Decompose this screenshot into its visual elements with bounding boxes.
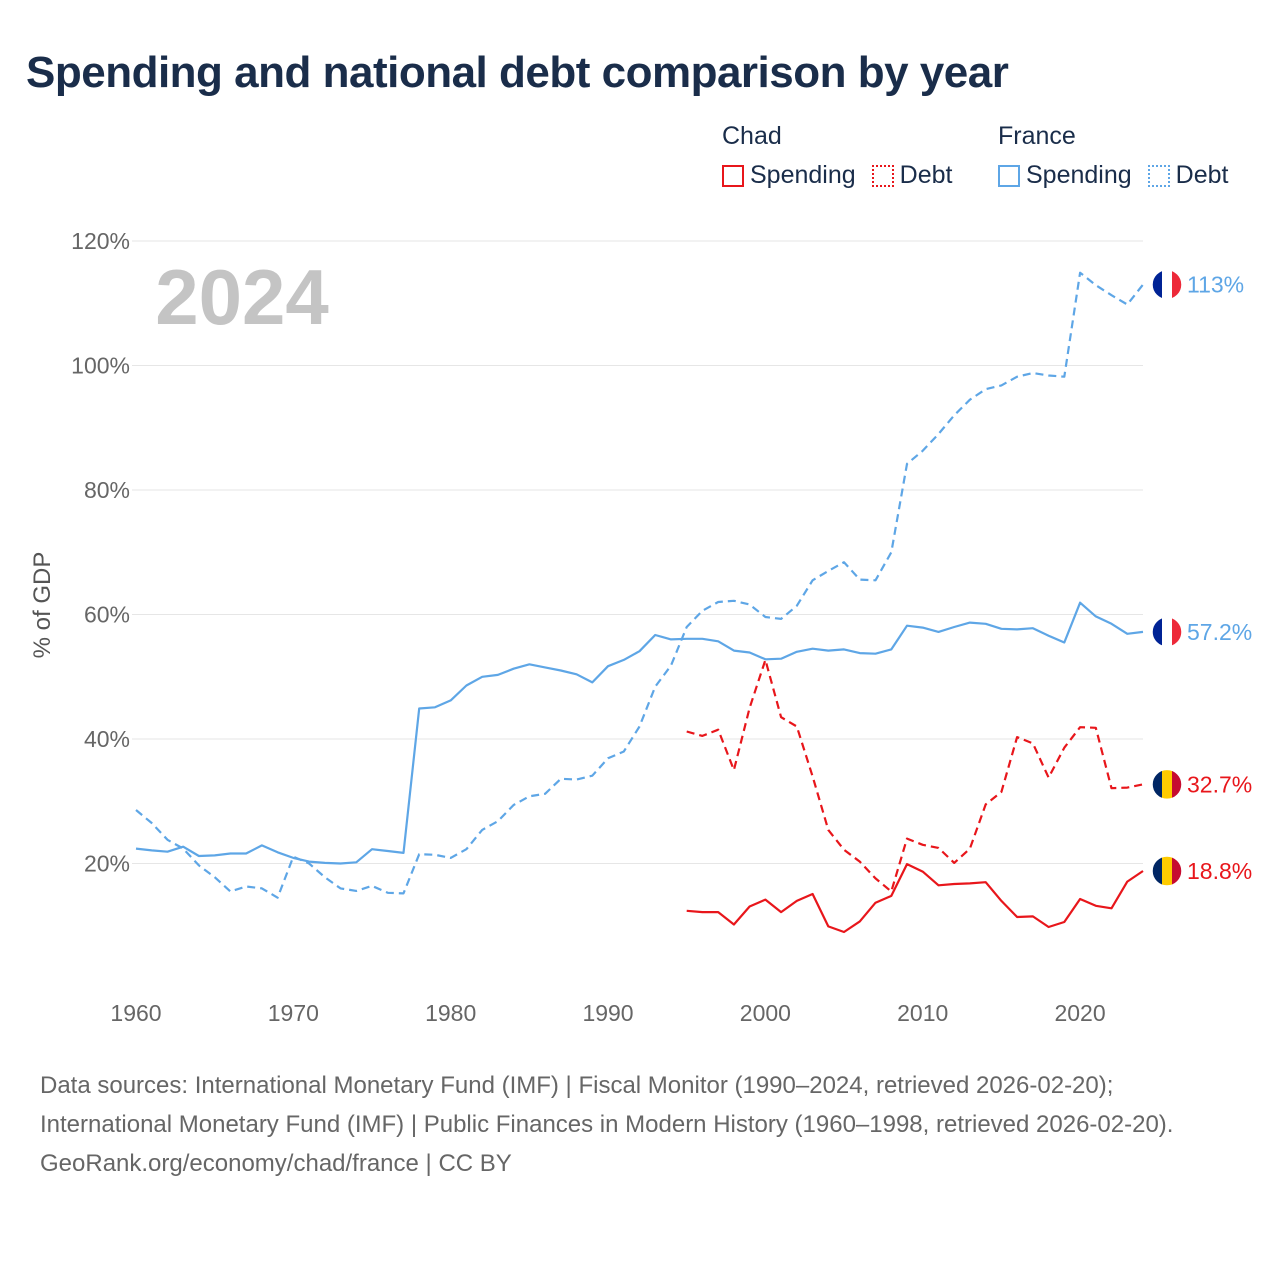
line-chart: 2024 20%40%60%80%100%120% 1960 1970 1980 19…	[29, 228, 1252, 1026]
data-sources: Data sources: International Monetary Fun…	[40, 1072, 1174, 1138]
y-tick-label: 100%	[71, 353, 130, 379]
flag-stripe	[1162, 616, 1172, 647]
flag-border	[1151, 616, 1183, 648]
legend-group-title-france: France	[998, 122, 1076, 150]
end-label-chad-spending: 18.8%	[1187, 858, 1252, 884]
end-label-chad-debt: 32.7%	[1187, 771, 1252, 797]
series-line-chad-debt	[686, 658, 1144, 893]
flag-stripe	[1172, 269, 1182, 300]
legend-item-chad-debt[interactable]: Debt	[871, 161, 953, 190]
legend-swatch-dotted	[1147, 164, 1170, 187]
x-tick-label: 1990	[582, 1000, 633, 1026]
flag-stripe	[1172, 769, 1182, 800]
x-tick-label: 2000	[740, 1000, 791, 1026]
series	[135, 271, 1144, 934]
flag-stripes	[1152, 269, 1182, 300]
y-tick-label: 80%	[84, 477, 130, 503]
y-axis-label: % of GDP	[29, 552, 56, 659]
y-tick-label: 60%	[84, 602, 130, 628]
flag-icon-chad-spending	[1151, 855, 1183, 887]
end-label-france-debt: 113%	[1187, 272, 1244, 298]
flag-stripe	[1152, 856, 1162, 886]
legend-label: Debt	[1175, 161, 1229, 189]
x-tick-label: 1960	[110, 1000, 161, 1026]
flag-stripes	[1152, 769, 1182, 800]
flag-stripe	[1152, 769, 1162, 800]
y-axis: 20% 40% 60% 80% 100% 120%	[71, 228, 130, 877]
year-watermark: 2024	[155, 253, 329, 341]
flag-stripe	[1152, 269, 1162, 300]
flag-stripes	[1152, 856, 1182, 886]
y-tick-label: 20%	[84, 851, 130, 877]
legend-item-france-spending[interactable]: Spending	[998, 161, 1132, 190]
series-line-france-debt	[135, 271, 1144, 899]
end-labels: 113% 57.2% 32.7% 18.8%	[1151, 268, 1252, 887]
series-line-chad-spending	[686, 862, 1144, 934]
flag-border	[1151, 768, 1183, 801]
y-tick-label: 40%	[84, 726, 130, 752]
flag-icon-france-spending	[1151, 616, 1183, 648]
legend-france: France Spending Debt	[998, 122, 1228, 190]
flag-border	[1151, 855, 1183, 887]
legend-item-chad-spending[interactable]: Spending	[722, 161, 856, 190]
end-label-france-spending: 57.2%	[1187, 619, 1252, 645]
flag-stripe	[1162, 269, 1172, 300]
x-axis: 1960 1970 1980 1990 2000 2010 2020	[110, 1000, 1105, 1026]
flag-stripe	[1162, 769, 1172, 800]
flag-stripe	[1152, 616, 1162, 647]
x-tick-label: 2010	[897, 1000, 948, 1026]
legend-swatch-solid	[998, 164, 1020, 187]
footer: Data sources: International Monetary Fun…	[40, 1066, 1240, 1183]
flag-stripe	[1172, 856, 1182, 886]
flag-icon-france-debt	[1151, 268, 1183, 301]
credit: GeoRank.org/economy/chad/france | CC BY	[40, 1150, 512, 1177]
flag-border	[1151, 268, 1183, 301]
legend-label: Spending	[1026, 161, 1132, 189]
flag-stripe	[1172, 616, 1182, 647]
legend-chad: Chad Spending Debt	[722, 122, 968, 190]
flag-stripes	[1152, 616, 1182, 647]
grid	[132, 240, 1143, 864]
chart-title: Spending and national debt comparison by…	[26, 48, 1009, 97]
flag-stripe	[1162, 856, 1172, 886]
x-tick-label: 1980	[425, 1000, 476, 1026]
legend-group-title-chad: Chad	[722, 122, 782, 150]
legend-swatch-solid	[722, 164, 744, 187]
x-tick-label: 2020	[1054, 1000, 1105, 1026]
x-tick-label: 1970	[268, 1000, 319, 1026]
flag-icon-chad-debt	[1151, 768, 1183, 801]
y-tick-label: 120%	[71, 228, 130, 254]
series-line-france-spending	[135, 601, 1144, 865]
legend-label: Spending	[750, 161, 856, 189]
legend-label: Debt	[899, 161, 953, 189]
legend-item-france-debt[interactable]: Debt	[1147, 161, 1229, 190]
legend-swatch-dotted	[871, 164, 894, 187]
